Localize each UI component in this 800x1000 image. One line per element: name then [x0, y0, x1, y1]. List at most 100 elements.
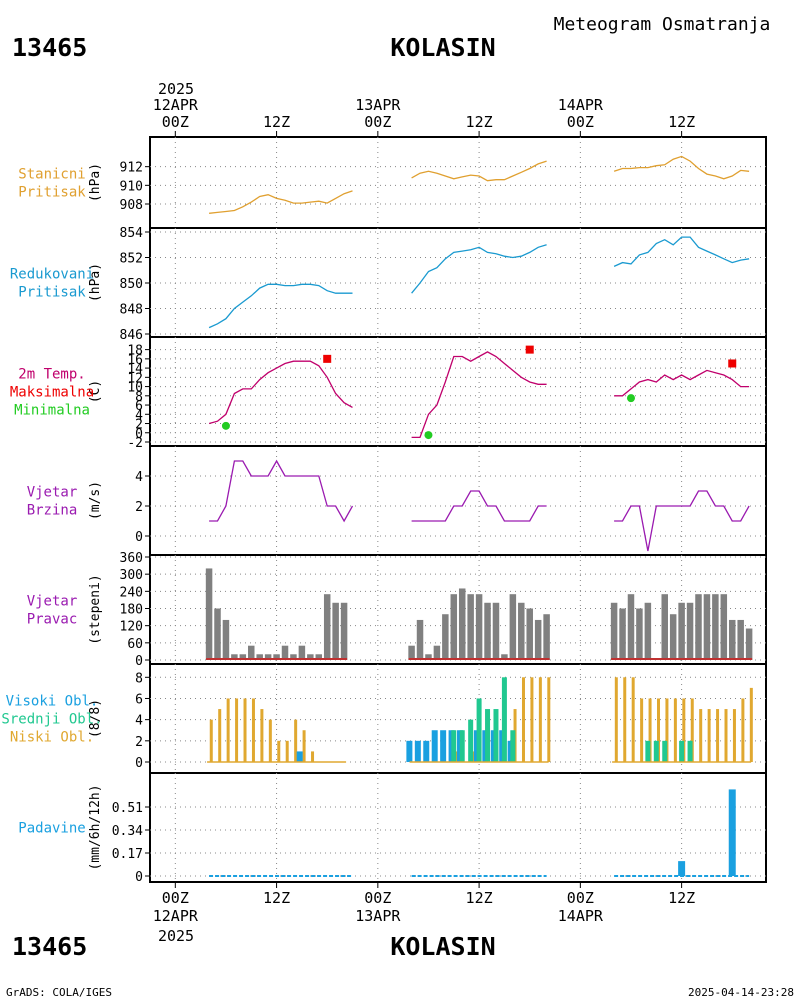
cloud-bar [530, 677, 534, 762]
cloud-bar [268, 719, 272, 762]
cloud-bar [657, 698, 661, 762]
y-tick-label: 6 [135, 399, 143, 414]
direction-bar [543, 614, 550, 660]
panel-label: Stanicni [18, 167, 85, 183]
cloud-bar [311, 751, 315, 762]
direction-bar [273, 654, 280, 660]
time-label-top-day: 14APR [558, 96, 604, 114]
series-line [411, 244, 547, 294]
time-label-top-hour: 12Z [263, 113, 290, 131]
y-tick-label: 850 [120, 277, 143, 292]
y-tick-label: 0.51 [112, 801, 143, 816]
direction-bar [433, 645, 441, 660]
direction-bar [205, 568, 213, 660]
y-tick-label: 908 [120, 198, 143, 213]
cloud-bar [296, 751, 303, 762]
station-id-bottom: 13465 [12, 932, 87, 961]
y-tick-label: 16 [127, 353, 143, 368]
y-tick-label: 0 [135, 654, 143, 669]
direction-bar [416, 619, 424, 660]
cloud-bar [623, 677, 627, 762]
y-tick-label: 10 [127, 381, 143, 396]
direction-bar [745, 628, 753, 660]
time-label-top-hour: 00Z [162, 113, 189, 131]
cloud-bar [510, 730, 516, 762]
cloud-bar [547, 677, 551, 762]
footer-credit: GrADS: COLA/IGES [6, 986, 112, 999]
y-tick-label: 2 [135, 418, 143, 433]
time-label-top-day: 13APR [355, 96, 401, 114]
y-tick-label: 8 [135, 671, 143, 686]
panel-label: Brzina [27, 503, 78, 519]
direction-bar [610, 602, 618, 660]
panel-label: Srednji Obl. [1, 712, 102, 728]
station-id-top: 13465 [12, 33, 87, 62]
y-tick-label: 6 [135, 692, 143, 707]
y-tick-label: 4 [135, 470, 143, 485]
direction-bar [323, 594, 331, 660]
panel-label: Niski Obl. [10, 730, 94, 746]
y-tick-label: 854 [120, 226, 144, 241]
series-line [411, 351, 547, 439]
direction-bar [737, 619, 744, 660]
direction-bar [627, 594, 635, 660]
y-tick-label: 848 [120, 303, 143, 318]
cloud-bar [451, 730, 457, 762]
panel-label: Pritisak [18, 185, 86, 201]
series-line [411, 160, 547, 182]
cloud-bar [476, 698, 482, 762]
y-tick-label: 2 [135, 735, 143, 750]
direction-bar [231, 654, 238, 660]
cloud-bar [648, 698, 652, 762]
series-line [411, 490, 547, 522]
time-label-bottom-hour: 00Z [162, 889, 189, 907]
direction-bar [686, 602, 694, 660]
direction-bar [298, 645, 306, 660]
footer-timestamp: 2025-04-14-23:28 [688, 986, 794, 999]
direction-bar [712, 594, 719, 660]
cloud-bar [251, 698, 255, 762]
cloud-bar [707, 709, 711, 762]
y-tick-label: 910 [120, 179, 143, 194]
y-tick-label: 912 [120, 161, 143, 176]
direction-bar [408, 645, 415, 660]
time-label-top-hour: 00Z [567, 113, 594, 131]
series-line [613, 155, 750, 180]
y-axis-label: (C) [88, 380, 103, 403]
cloud-bar [485, 709, 491, 762]
cloud-bar [653, 740, 659, 762]
panel-cloud-cover: 0 2 4 6 8 (8/8)Visoki Obl. Srednji Obl. Niski O… [1, 663, 766, 773]
cloud-bar [302, 730, 306, 762]
y-tick-label: 4 [135, 408, 143, 423]
direction-bar [332, 602, 339, 660]
y-tick-label: 8 [135, 390, 143, 405]
panel-label: Maksimalna [10, 385, 94, 401]
direction-bar [467, 594, 474, 660]
cloud-bar [682, 698, 686, 762]
cloud-bar [226, 698, 230, 762]
direction-bar [669, 614, 677, 660]
cloud-bar [468, 719, 474, 762]
cloud-bar [699, 709, 703, 762]
y-tick-label: 4 [135, 714, 143, 729]
panel-label: Redukovani [10, 267, 94, 283]
direction-bar [239, 654, 247, 660]
cloud-bar [431, 730, 438, 762]
bottom-year: 2025 [158, 927, 194, 945]
y-tick-label: 120 [120, 620, 143, 635]
station-name-top: KOLASIN [390, 33, 495, 62]
cloud-bar [749, 687, 753, 762]
cloud-bar [294, 719, 298, 762]
y-tick-label: 60 [127, 637, 143, 652]
tmax-marker [728, 359, 737, 368]
series-line [614, 490, 750, 552]
time-label-bottom-day: 13APR [355, 907, 401, 925]
cloud-bar [732, 709, 736, 762]
series-line [614, 369, 750, 397]
time-label-top-hour: 00Z [364, 113, 391, 131]
time-label-bottom-hour: 12Z [668, 889, 695, 907]
precip-bar [678, 861, 686, 876]
series-line [209, 190, 353, 214]
direction-bar [501, 654, 508, 660]
